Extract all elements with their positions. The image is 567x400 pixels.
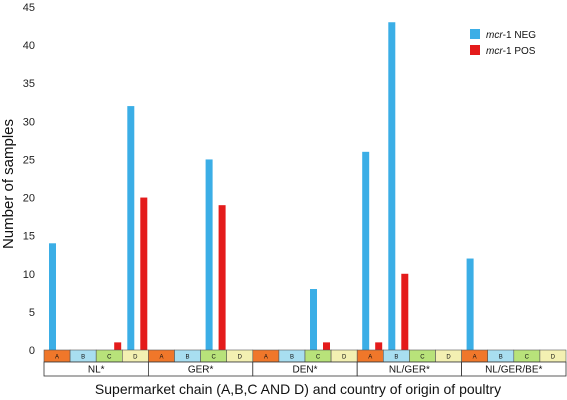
chain-label: D (551, 355, 556, 361)
y-tick-label: 35 (23, 78, 35, 90)
chain-label: B (499, 355, 503, 361)
chain-label: C (107, 355, 112, 361)
chain-label: B (394, 355, 398, 361)
y-tick-label: 40 (23, 40, 35, 52)
bar-neg-den-c (310, 289, 317, 350)
chain-label: C (525, 355, 530, 361)
group-label: GER* (188, 365, 214, 376)
y-axis: 0 5 10 15 20 25 30 35 40 45 (23, 2, 35, 357)
chain-label: A (368, 355, 372, 361)
legend-swatch (470, 29, 480, 39)
bar-neg-nl-d (127, 106, 135, 350)
y-tick-label: 25 (23, 154, 35, 166)
y-tick-label: 20 (23, 193, 35, 205)
chain-label: A (264, 355, 268, 361)
x-axis-title: Supermarket chain (A,B,C AND D) and coun… (95, 381, 501, 397)
group-label: DEN* (292, 365, 317, 376)
bar-neg-nlger-a (362, 151, 370, 350)
legend-swatch (470, 45, 480, 55)
chain-label: B (81, 355, 85, 361)
group-label: NL/GER* (389, 365, 430, 376)
bar-pos-nl-d (140, 197, 148, 350)
chain-label: D (446, 355, 451, 361)
legend-label: mcr-1 POS (486, 46, 536, 57)
bar-pos-den-c (323, 342, 330, 350)
y-tick-label: 10 (23, 269, 35, 281)
bar-neg-nlger-b (388, 22, 396, 350)
chain-label: D (342, 355, 347, 361)
legend: mcr-1 NEG mcr-1 POS (470, 29, 536, 57)
chain-label: A (159, 355, 163, 361)
bar-pos-nl-c (114, 342, 122, 350)
bars (49, 22, 474, 350)
bar-pos-nlger-a (375, 342, 383, 350)
chain-label: D (238, 355, 243, 361)
bar-neg-ger-c (205, 159, 213, 350)
y-tick-label: 30 (23, 116, 35, 128)
y-axis-title: Number of samples (0, 119, 17, 249)
chain-label: B (186, 355, 190, 361)
group-box (461, 361, 567, 377)
bar-neg-nl-a (49, 243, 56, 350)
y-tick-label: 5 (29, 307, 35, 319)
chain-label: B (290, 355, 294, 361)
chain-label: C (211, 355, 216, 361)
group-label: NL* (88, 365, 105, 376)
bar-pos-nlger-b (401, 273, 409, 350)
chain-label: A (473, 355, 477, 361)
bar-neg-nlgerbe-a (466, 258, 474, 350)
group-label: NL/GER/BE* (485, 365, 542, 376)
group-labels: NL* GER* DEN* NL/GER* NL/GER/BE* (43, 361, 567, 377)
y-tick-label: 15 (23, 231, 35, 243)
chain-label: C (420, 355, 425, 361)
y-tick-label: 45 (23, 2, 35, 14)
chain-label: A (55, 355, 59, 361)
chain-label: C (316, 355, 321, 361)
chain-label: D (133, 355, 138, 361)
bar-pos-ger-c (218, 205, 226, 350)
legend-label: mcr-1 NEG (486, 30, 536, 41)
y-tick-label: 0 (29, 345, 35, 357)
